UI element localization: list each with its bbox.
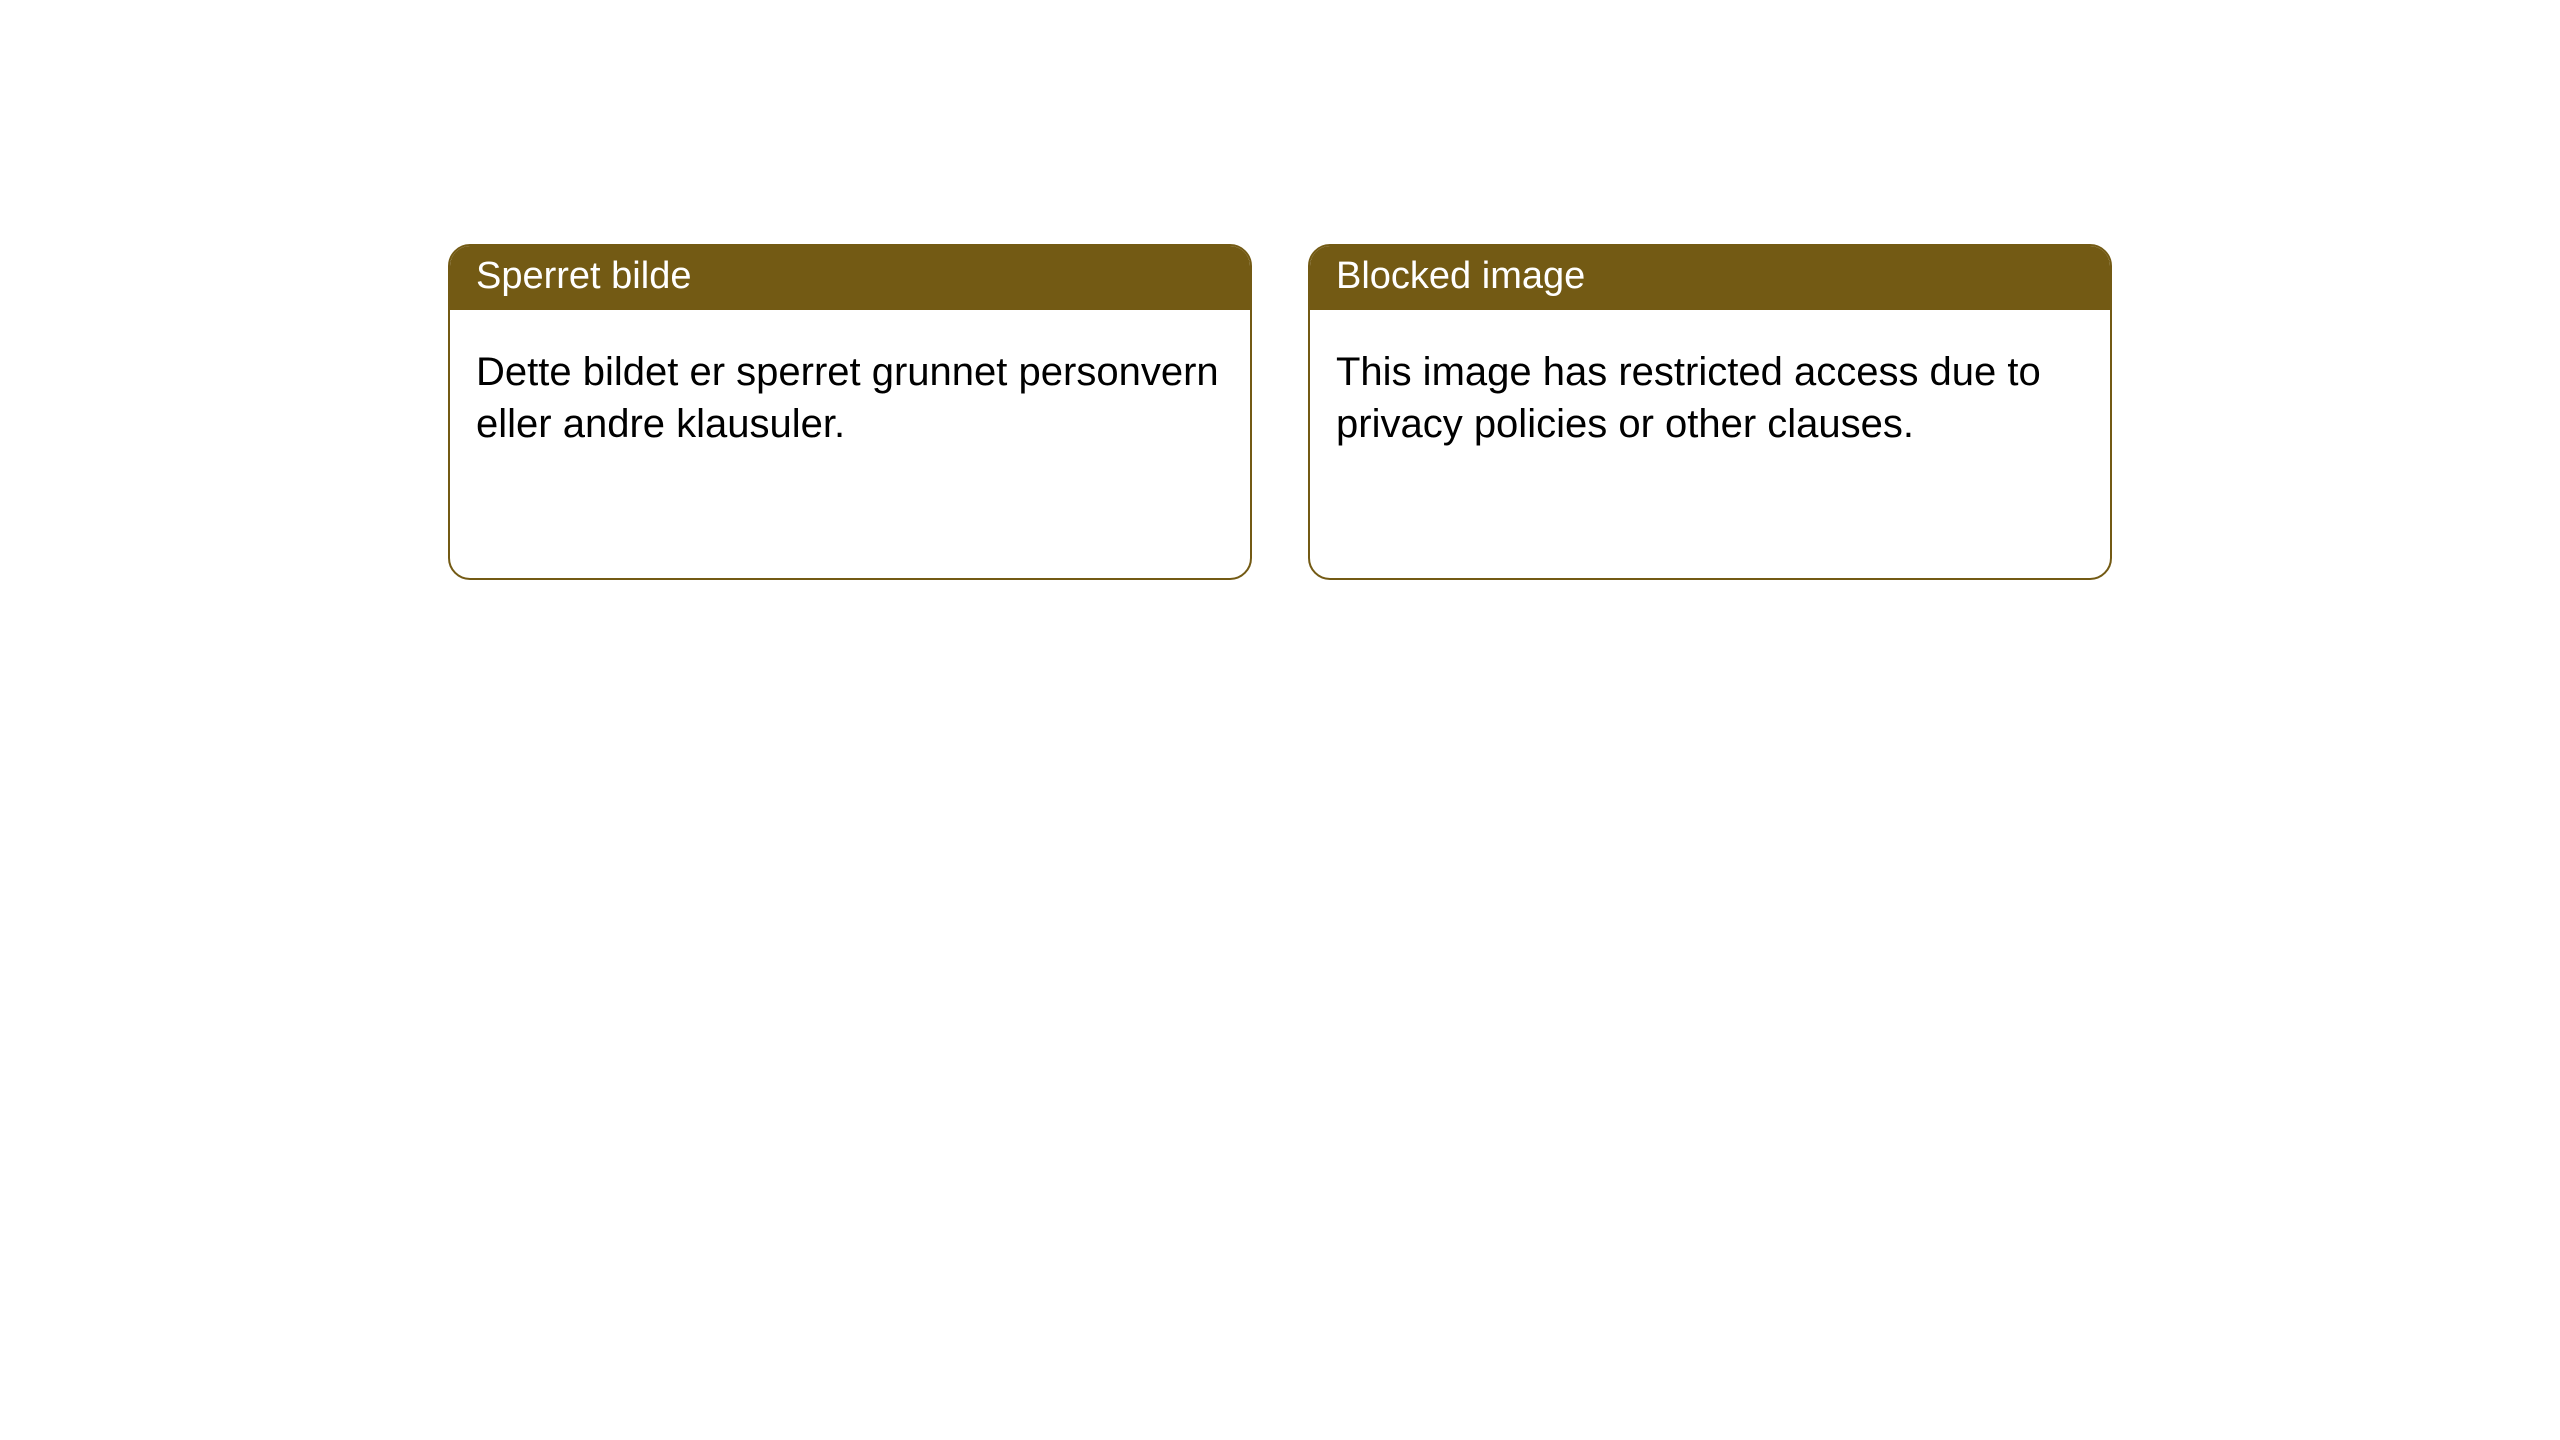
card-body-en: This image has restricted access due to … xyxy=(1310,310,2110,488)
page-viewport: Sperret bilde Dette bildet er sperret gr… xyxy=(0,0,2560,1440)
cards-row: Sperret bilde Dette bildet er sperret gr… xyxy=(0,0,2560,580)
blocked-image-card-no: Sperret bilde Dette bildet er sperret gr… xyxy=(448,244,1252,580)
card-title-en: Blocked image xyxy=(1310,246,2110,310)
card-body-no: Dette bildet er sperret grunnet personve… xyxy=(450,310,1250,488)
card-title-no: Sperret bilde xyxy=(450,246,1250,310)
blocked-image-card-en: Blocked image This image has restricted … xyxy=(1308,244,2112,580)
